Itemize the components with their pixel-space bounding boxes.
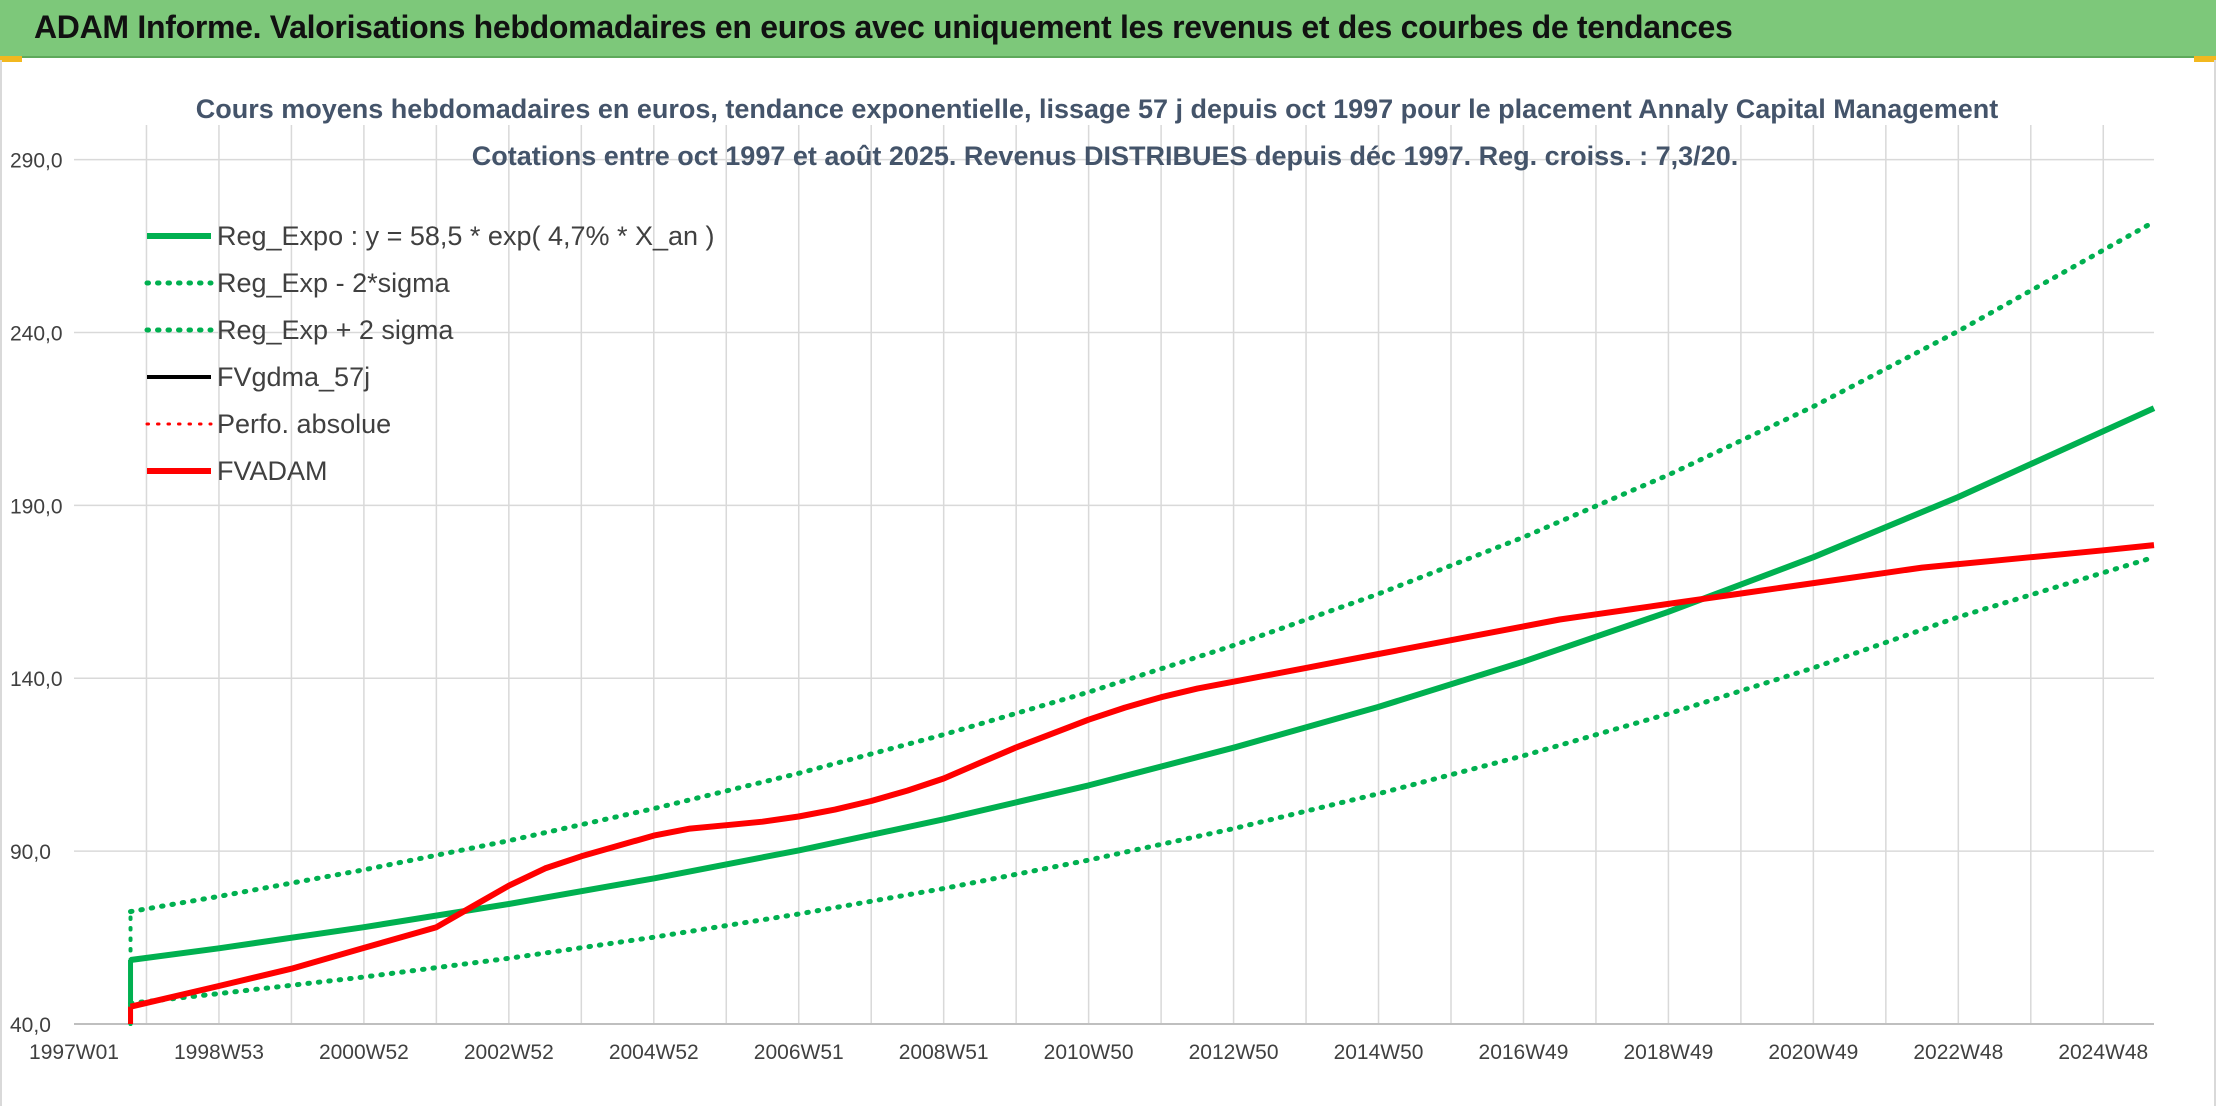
x-tick-label: 2006W51 (754, 1041, 844, 1064)
x-tick-label: 2008W51 (899, 1041, 989, 1064)
grid (74, 125, 2154, 1025)
x-tick-label: 2000W52 (319, 1041, 409, 1064)
legend-entry: Perfo. absolue (217, 409, 391, 439)
y-tick-label: 90,0 (10, 841, 51, 864)
legend-entry: Reg_Exp - 2*sigma (217, 268, 451, 298)
x-tick-label: 2002W52 (464, 1041, 554, 1064)
chart: Cours moyens hebdomadaires en euros, ten… (10, 94, 2157, 1064)
x-tick-label: 2012W50 (1189, 1041, 1279, 1064)
chart-title: Cours moyens hebdomadaires en euros, ten… (196, 94, 1999, 124)
x-tick-label: 2014W50 (1334, 1041, 1424, 1064)
x-tick-label: 2016W49 (1479, 1041, 1569, 1064)
corner-marker-left (0, 56, 22, 62)
series-lines (128, 219, 2157, 1026)
y-tick-label: 140,0 (10, 668, 63, 691)
x-tick-label: 2020W49 (1768, 1041, 1858, 1064)
x-axis-ticks: 1997W01 1998W53 2000W52 2002W52 2004W52 2006W… (29, 1041, 2148, 1064)
y-axis-ticks: 40,0 90,0 140,0 190,0 240,0 290,0 (10, 150, 63, 1037)
legend: Reg_Expo : y = 58,5 * exp( 4,7% * X_an )… (144, 221, 715, 486)
series-line-2 (128, 219, 2157, 915)
x-tick-label: 2010W50 (1044, 1041, 1134, 1064)
legend-entry: FVgdma_57j (217, 362, 370, 392)
y-tick-label: 240,0 (10, 322, 63, 345)
series-line-5 (129, 542, 2155, 1010)
x-tick-label: 2024W48 (2058, 1041, 2148, 1064)
x-tick-label: 1997W01 (29, 1041, 119, 1064)
report-banner: ADAM Informe. Valorisations hebdomadaire… (0, 0, 2216, 58)
legend-entry: Reg_Expo : y = 58,5 * exp( 4,7% * X_an ) (217, 221, 715, 251)
x-tick-label: 1998W53 (174, 1041, 264, 1064)
series-line-0 (130, 405, 2156, 963)
legend-entry: Reg_Exp + 2 sigma (217, 315, 454, 345)
x-tick-label: 2018W49 (1623, 1041, 1713, 1064)
y-tick-label: 190,0 (10, 495, 63, 518)
x-tick-label: 2022W48 (1913, 1041, 2003, 1064)
chart-frame: Cours moyens hebdomadaires en euros, ten… (0, 60, 2216, 1106)
chart-subtitle: Cotations entre oct 1997 et août 2025. R… (472, 141, 1738, 171)
y-tick-label: 40,0 (10, 1014, 51, 1037)
legend-entry: FVADAM (217, 456, 328, 486)
corner-marker-right (2194, 56, 2216, 62)
series-line-1 (128, 554, 2157, 1006)
report-title: ADAM Informe. Valorisations hebdomadaire… (34, 9, 1733, 45)
y-tick-label: 290,0 (10, 150, 63, 173)
x-tick-label: 2004W52 (609, 1041, 699, 1064)
